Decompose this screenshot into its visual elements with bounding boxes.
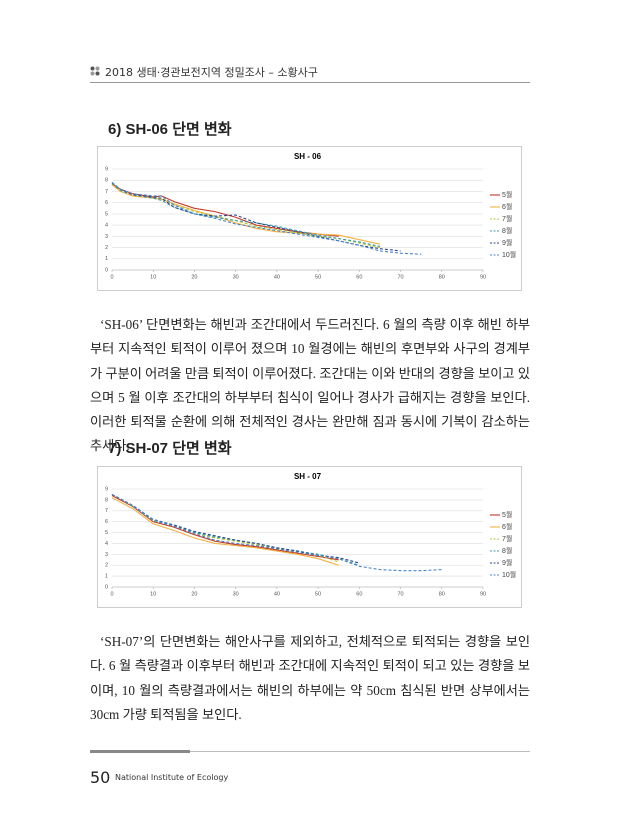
series-line [111,493,360,564]
y-tick-label: 2 [105,563,108,569]
x-tick-label: 30 [233,274,239,280]
legend-label: 6월 [502,202,512,211]
page-number: 50 [90,768,111,787]
legend-label: 6월 [502,522,512,531]
y-tick-label: 3 [105,552,108,558]
y-tick-label: 1 [105,574,108,580]
y-tick-label: 4 [105,541,108,547]
y-tick-label: 4 [105,223,108,229]
x-tick-label: 50 [315,274,321,280]
y-tick-label: 2 [105,245,108,251]
legend-label: 7월 [502,534,512,543]
x-tick-label: 60 [356,274,362,280]
legend-label: 8월 [502,226,512,235]
x-tick-label: 0 [110,591,113,597]
x-tick-label: 70 [397,274,403,280]
y-tick-label: 3 [105,234,108,240]
series-line [111,183,381,249]
legend-label: 9월 [502,558,512,567]
y-tick-label: 6 [105,519,108,525]
footer-rule [90,750,530,753]
x-tick-label: 10 [150,274,156,280]
series-line [111,493,339,563]
y-tick-label: 7 [105,189,108,195]
y-tick-label: 6 [105,200,108,206]
x-tick-label: 40 [274,274,280,280]
x-tick-label: 80 [439,274,445,280]
legend-label: 9월 [502,238,512,247]
legend-label: 8월 [502,546,512,555]
x-tick-label: 30 [233,591,239,597]
y-tick-label: 1 [105,256,108,262]
x-tick-label: 50 [315,591,321,597]
y-tick-label: 8 [105,497,108,503]
paragraph: ‘SH-07’의 단면변화는 해안사구를 제외하고, 전체적으로 퇴적되는 경향… [90,634,530,722]
section-heading: 7) SH-07 단면 변화 [108,440,232,457]
series-line [111,497,339,566]
series-line [111,183,381,247]
x-tick-label: 70 [397,591,403,597]
x-tick-label: 0 [110,274,113,280]
legend-label: 10월 [502,570,516,579]
paragraph: ‘SH-06’ 단면변화는 해빈과 조간대에서 두드러진다. 6 월의 측량 이… [90,317,530,454]
chart-title: SH - 07 [294,472,322,481]
legend-label: 7월 [502,214,512,223]
y-tick-label: 0 [105,584,108,590]
y-tick-label: 8 [105,178,108,184]
x-tick-label: 40 [274,591,280,597]
y-tick-label: 0 [105,267,108,273]
series-line [111,495,339,561]
x-tick-label: 20 [191,591,197,597]
y-tick-label: 9 [105,486,108,492]
x-tick-label: 90 [480,274,486,280]
y-tick-label: 5 [105,530,108,536]
y-tick-label: 7 [105,508,108,514]
publisher: National Institute of Ecology [115,773,229,782]
series-line [111,184,381,245]
header-title: 2018 생태·경관보전지역 정밀조사 – 소황사구 [105,66,318,79]
series-line [111,493,442,572]
y-tick-label: 5 [105,211,108,217]
chart-title: SH - 06 [294,152,322,161]
header-rule [90,82,530,83]
y-tick-label: 9 [105,166,108,172]
series-line [111,182,422,255]
legend-label: 5월 [502,190,512,199]
legend-label: 5월 [502,510,512,519]
x-tick-label: 80 [439,591,445,597]
series-line [111,182,401,252]
legend-label: 10월 [502,250,516,259]
x-tick-label: 90 [480,591,486,597]
x-tick-label: 20 [191,274,197,280]
header-icon [90,66,100,76]
x-tick-label: 60 [356,591,362,597]
x-tick-label: 10 [150,591,156,597]
section-heading: 6) SH-06 단면 변화 [108,121,232,138]
